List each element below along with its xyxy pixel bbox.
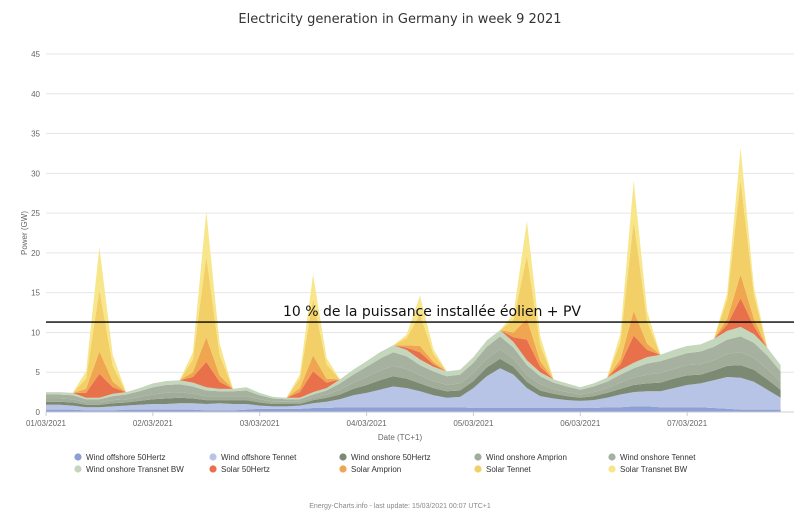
y-tick-label: 10 — [31, 328, 40, 337]
y-tick-label: 35 — [31, 130, 40, 139]
legend-item[interactable]: Wind onshore 50Hertz — [339, 453, 431, 462]
series-wind-onshore-tennet — [46, 336, 781, 403]
legend-label: Solar Transnet BW — [620, 465, 688, 474]
credits: Energy-Charts.info - last update: 15/03/… — [309, 503, 491, 510]
legend: Wind offshore 50Hertz Wind offshore Tenne… — [74, 453, 696, 474]
x-tick-label: 05/03/2021 — [453, 419, 494, 428]
legend-label: Solar Amprion — [351, 465, 401, 474]
legend-item[interactable]: Wind onshore Transnet BW — [74, 465, 184, 474]
series-wind-onshore-50hertz — [46, 358, 781, 408]
y-tick-label: 15 — [31, 289, 40, 298]
x-tick-label: 03/03/2021 — [240, 419, 281, 428]
series-wind-onshore-amprion — [46, 349, 781, 405]
legend-marker — [209, 465, 217, 473]
x-tick-label: 04/03/2021 — [347, 419, 388, 428]
legend-item[interactable]: Solar Transnet BW — [608, 465, 688, 474]
legend-item[interactable]: Solar Amprion — [339, 465, 401, 474]
series-wind-offshore-50hertz — [46, 406, 781, 412]
legend-label: Wind onshore Transnet BW — [86, 465, 184, 474]
y-tick-label: 20 — [31, 249, 40, 258]
legend-label: Wind onshore 50Hertz — [351, 453, 431, 462]
legend-label: Wind offshore Tennet — [221, 453, 297, 462]
legend-item[interactable]: Solar 50Hertz — [209, 465, 270, 474]
legend-marker — [209, 453, 217, 461]
legend-marker — [74, 453, 82, 461]
legend-item[interactable]: Wind offshore Tennet — [209, 453, 297, 462]
axes: 0 5 10 15 20 25 30 35 40 45 01/03/2021 02/03/2021 03… — [26, 50, 794, 428]
x-tick-label: 07/03/2021 — [667, 419, 708, 428]
legend-label: Wind onshore Amprion — [486, 453, 567, 462]
x-tick-label: 02/03/2021 — [133, 419, 174, 428]
legend-marker — [608, 453, 616, 461]
legend-marker — [608, 465, 616, 473]
chart-title: Electricity generation in Germany in wee… — [238, 12, 561, 27]
legend-item[interactable]: Wind offshore 50Hertz — [74, 453, 165, 462]
y-axis-title: Power (GW) — [20, 211, 29, 255]
y-tick-label: 25 — [31, 209, 40, 218]
y-tick-label: 40 — [31, 90, 40, 99]
legend-label: Solar Tennet — [486, 465, 532, 474]
plot-area — [46, 147, 781, 412]
y-tick-label: 5 — [36, 368, 41, 377]
x-tick-label: 01/03/2021 — [26, 419, 67, 428]
legend-label: Solar 50Hertz — [221, 465, 270, 474]
legend-marker — [74, 465, 82, 473]
legend-marker — [339, 453, 347, 461]
legend-label: Wind offshore 50Hertz — [86, 453, 165, 462]
series-wind-onshore-transnet-bw — [46, 326, 781, 400]
legend-item[interactable]: Wind onshore Tennet — [608, 453, 696, 462]
legend-label: Wind onshore Tennet — [620, 453, 696, 462]
series-wind-offshore-tennet — [46, 368, 781, 411]
legend-marker — [339, 465, 347, 473]
y-tick-label: 30 — [31, 169, 40, 178]
annotation-text: 10 % de la puissance installée éolien + … — [283, 304, 581, 320]
y-tick-label: 45 — [31, 50, 40, 59]
legend-marker — [474, 453, 482, 461]
series-solar-50hertz — [46, 298, 781, 398]
x-tick-label: 06/03/2021 — [560, 419, 601, 428]
legend-item[interactable]: Wind onshore Amprion — [474, 453, 567, 462]
grid — [46, 53, 794, 373]
legend-item[interactable]: Solar Tennet — [474, 465, 532, 474]
x-axis-title: Date (TC+1) — [378, 433, 423, 442]
series-solar-tennet — [46, 179, 781, 398]
legend-marker — [474, 465, 482, 473]
y-tick-label: 0 — [36, 408, 41, 417]
